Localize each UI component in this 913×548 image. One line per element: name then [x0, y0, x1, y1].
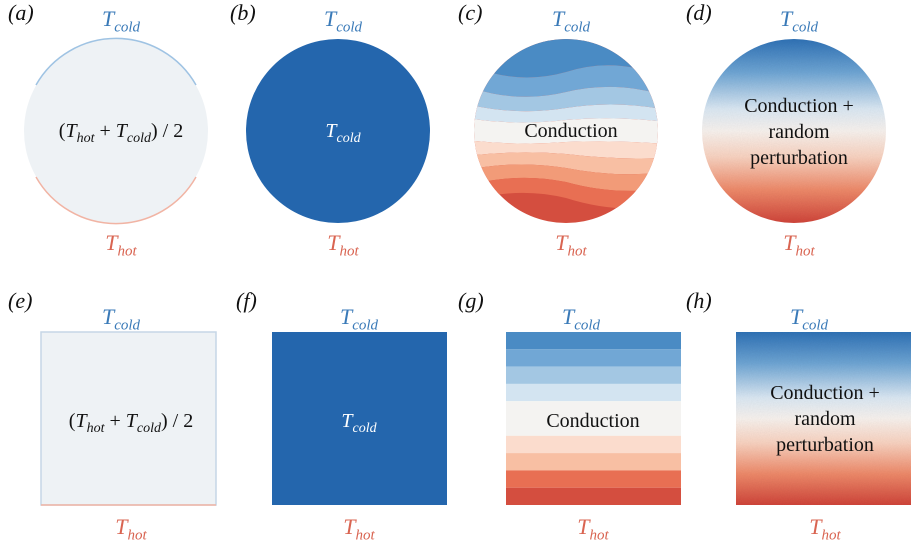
- panel-c: (c) Tcold Conduction Thot: [458, 0, 668, 260]
- perturbation-text: Conduction + random perturbation: [770, 382, 880, 456]
- panel-d: (d) Tcold Conduction + random perturbati…: [686, 0, 896, 260]
- conduction-text: Conduction: [524, 120, 618, 142]
- t-hot-label: Thot: [577, 514, 609, 544]
- panel-label-e: (e): [8, 288, 33, 313]
- panel-label-d: (d): [686, 0, 712, 25]
- square-conduction: [506, 332, 681, 505]
- circle-perturbation: [702, 39, 886, 223]
- square-mean-temperature: [40, 331, 217, 506]
- panel-b: (b) Tcold Tcold Thot: [230, 0, 440, 260]
- panel-label-h: (h): [686, 288, 712, 313]
- mean-condition-text: (Thot + Tcold) / 2: [58, 120, 184, 146]
- panel-g: (g) Tcold Conduction Thot: [458, 288, 681, 548]
- t-hot-label: Thot: [115, 514, 147, 544]
- panel-label-a: (a): [8, 0, 34, 25]
- t-cold-label: Tcold: [779, 6, 819, 36]
- mean-condition-text: (Thot + Tcold) / 2: [68, 410, 194, 436]
- t-hot-label: Thot: [783, 230, 815, 260]
- t-hot-label: Thot: [809, 514, 841, 544]
- panel-label-f: (f): [236, 288, 257, 313]
- t-hot-label: Thot: [555, 230, 587, 260]
- square-perturbation: [736, 332, 911, 505]
- t-cold-label: Tcold: [561, 304, 601, 334]
- t-hot-label: Thot: [327, 230, 359, 260]
- t-hot-label: Thot: [343, 514, 375, 544]
- t-hot-label: Thot: [105, 230, 137, 260]
- circle-conduction: [474, 39, 658, 223]
- t-cold-label: Tcold: [339, 304, 379, 334]
- circle-cold: [246, 39, 430, 223]
- conduction-text: Conduction: [546, 410, 640, 432]
- panel-label-b: (b): [230, 0, 256, 25]
- cold-condition-text: Tcold: [325, 120, 361, 146]
- t-cold-label: Tcold: [789, 304, 829, 334]
- panel-label-c: (c): [458, 0, 483, 25]
- panel-a: (a) Tcold (Thot + Tcold) / 2 Thot: [8, 0, 218, 260]
- panel-label-g: (g): [458, 288, 484, 313]
- cold-condition-text: Tcold: [341, 410, 377, 436]
- perturbation-text: Conduction + random perturbation: [744, 95, 854, 169]
- panel-f: (f) Tcold Tcold Thot: [236, 288, 447, 548]
- t-cold-label: Tcold: [323, 6, 363, 36]
- t-cold-label: Tcold: [101, 304, 141, 334]
- panel-e: (e) Tcold (Thot + Tcold) / 2 Thot: [8, 288, 218, 548]
- panel-h: (h) Tcold Conduction + random perturbati…: [686, 288, 911, 548]
- t-cold-label: Tcold: [551, 6, 591, 36]
- t-cold-label: Tcold: [101, 6, 141, 36]
- square-cold: [272, 332, 447, 505]
- circle-mean-temperature: [24, 37, 208, 225]
